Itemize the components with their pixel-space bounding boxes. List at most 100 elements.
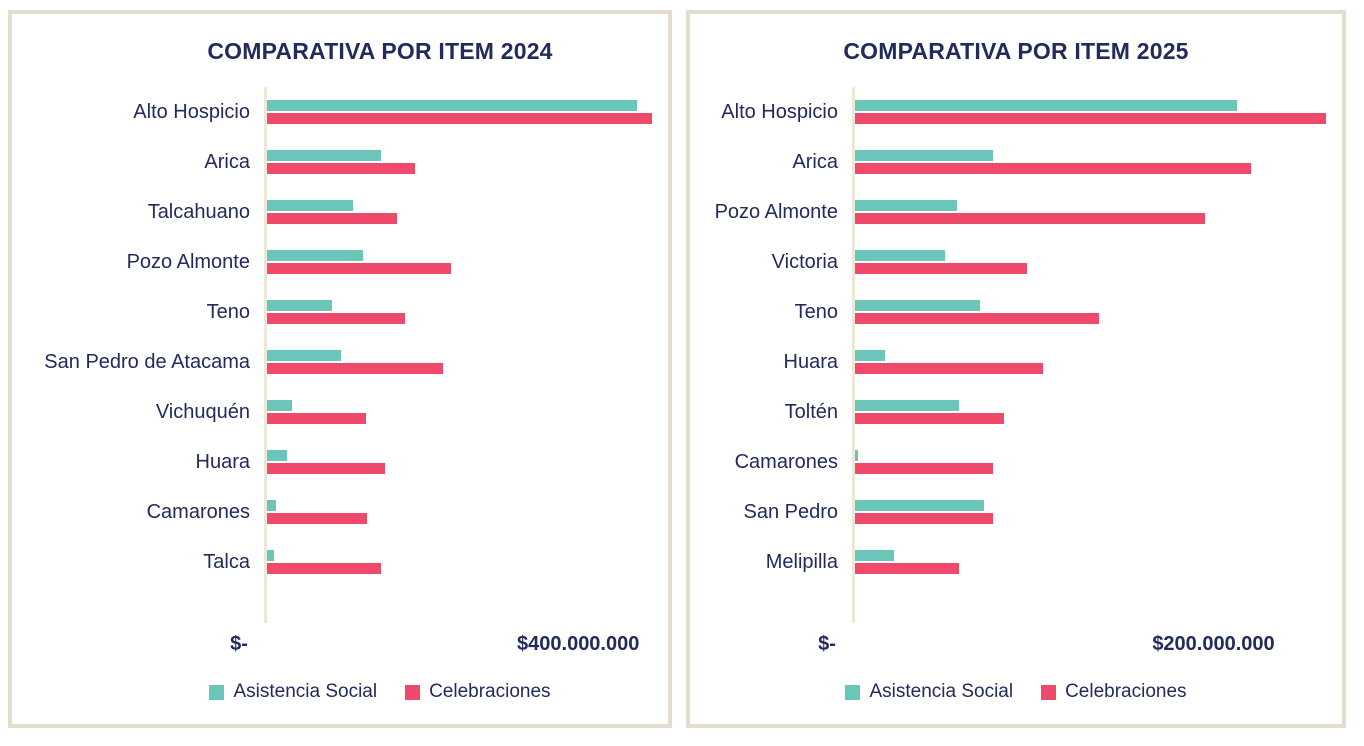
category-label: Huara (783, 350, 838, 373)
category-label: Huara (195, 450, 250, 473)
legend-2024: Asistencia Social Celebraciones (24, 681, 656, 703)
chart-row: Toltén (702, 387, 1330, 437)
y-axis-line (264, 87, 267, 623)
category-label: Alto Hospicio (721, 100, 838, 123)
chart-row: Alto Hospicio (702, 87, 1330, 137)
bar-asistencia-social (855, 350, 886, 361)
bar-celebraciones (267, 563, 381, 574)
bar-celebraciones (855, 313, 1099, 324)
bar-group (852, 350, 1330, 374)
legend-label: Celebraciones (1065, 681, 1187, 702)
category-label: Arica (204, 150, 250, 173)
bar-celebraciones (267, 163, 415, 174)
bar-celebraciones (855, 563, 959, 574)
legend-item-asistencia-social: Asistencia Social (845, 681, 1013, 703)
bar-group (264, 400, 656, 424)
chart-title-2025: COMPARATIVA POR ITEM 2025 (843, 38, 1189, 64)
bar-asistencia-social (267, 150, 382, 161)
x-axis-tick-label: $- (230, 633, 248, 655)
bar-group (264, 150, 656, 174)
chart-row: Teno (24, 287, 656, 337)
bar-group (264, 350, 656, 374)
category-label: Arica (792, 150, 838, 173)
x-axis-tick-label: $- (818, 633, 836, 655)
chart-row: Camarones (24, 487, 656, 537)
bar-group (852, 150, 1330, 174)
x-axis-2024: $- $400.000.000 (230, 631, 656, 665)
bar-group (852, 400, 1330, 424)
bar-celebraciones (855, 513, 994, 524)
bar-asistencia-social (267, 500, 276, 511)
bar-asistencia-social (267, 250, 363, 261)
bar-asistencia-social (855, 150, 994, 161)
category-label: Vichuquén (155, 400, 250, 423)
legend-marker-celebraciones-icon (1041, 684, 1057, 700)
bar-asistencia-social (267, 550, 274, 561)
legend-2025: Asistencia Social Celebraciones (702, 681, 1330, 703)
bar-group (852, 500, 1330, 524)
bar-asistencia-social (855, 450, 858, 461)
legend-item-celebraciones: Celebraciones (405, 681, 551, 703)
chart-row: Pozo Almonte (24, 237, 656, 287)
category-label: Pozo Almonte (714, 200, 838, 223)
chart-row: San Pedro (702, 487, 1330, 537)
bar-group (264, 100, 656, 124)
bar-asistencia-social (267, 200, 353, 211)
chart-row: Arica (24, 137, 656, 187)
bar-group (264, 200, 656, 224)
chart-row: Arica (702, 137, 1330, 187)
category-label: Camarones (146, 500, 250, 523)
bar-asistencia-social (855, 550, 895, 561)
category-label: Melipilla (765, 550, 838, 573)
bar-group (264, 550, 656, 574)
legend-item-asistencia-social: Asistencia Social (209, 681, 377, 703)
category-label: Talca (203, 550, 250, 573)
chart-row: Victoria (702, 237, 1330, 287)
bar-asistencia-social (267, 300, 332, 311)
bar-asistencia-social (267, 450, 288, 461)
category-label: Toltén (784, 400, 838, 423)
bar-asistencia-social (855, 100, 1237, 111)
bar-group (264, 500, 656, 524)
category-label: Victoria (771, 250, 838, 273)
legend-marker-asistencia-social-icon (845, 684, 861, 700)
chart-row: Alto Hospicio (24, 87, 656, 137)
chart-card-2025: COMPARATIVA POR ITEM 2025 Alto Hospicio A… (686, 10, 1346, 728)
bar-asistencia-social (855, 250, 945, 261)
x-axis-tick-label: $200.000.000 (1152, 633, 1275, 655)
chart-row: Talca (24, 537, 656, 587)
bar-celebraciones (855, 363, 1044, 374)
legend-label: Asistencia Social (869, 681, 1014, 702)
legend-marker-asistencia-social-icon (209, 684, 225, 700)
category-label: San Pedro (743, 500, 838, 523)
bar-celebraciones (855, 413, 1004, 424)
plot-area-2025: Alto Hospicio Arica Pozo Almonte Victoria Te… (702, 87, 1330, 623)
bar-celebraciones (855, 163, 1252, 174)
bar-asistencia-social (267, 400, 292, 411)
chart-row: Teno (702, 287, 1330, 337)
category-label: San Pedro de Atacama (44, 350, 250, 373)
bar-asistencia-social (267, 350, 341, 361)
bar-celebraciones (855, 113, 1327, 124)
bar-group (852, 250, 1330, 274)
category-label: Pozo Almonte (126, 250, 250, 273)
y-axis-line (852, 87, 855, 623)
bar-celebraciones (267, 513, 367, 524)
category-label: Camarones (734, 450, 838, 473)
legend-label: Asistencia Social (233, 681, 378, 702)
bar-group (852, 450, 1330, 474)
plot-area-2024: Alto Hospicio Arica Talcahuano Pozo Almonte… (24, 87, 656, 623)
chart-row: Melipilla (702, 537, 1330, 587)
bar-celebraciones (267, 313, 405, 324)
chart-row: San Pedro de Atacama (24, 337, 656, 387)
bar-asistencia-social (855, 300, 981, 311)
bar-celebraciones (267, 413, 366, 424)
category-label: Teno (206, 300, 250, 323)
legend-item-celebraciones: Celebraciones (1041, 681, 1187, 703)
chart-title-2024: COMPARATIVA POR ITEM 2024 (207, 38, 553, 64)
bar-celebraciones (267, 263, 452, 274)
bar-group (264, 450, 656, 474)
bar-celebraciones (267, 363, 443, 374)
chart-row: Huara (702, 337, 1330, 387)
